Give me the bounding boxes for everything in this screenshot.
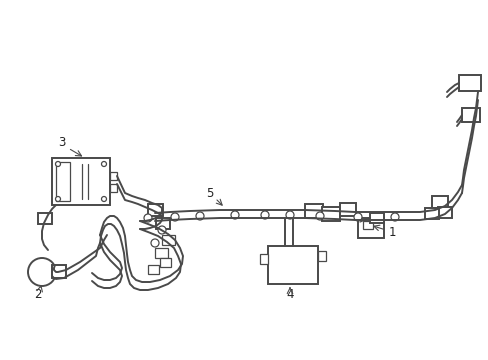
Circle shape xyxy=(285,211,293,219)
Bar xyxy=(52,158,110,205)
Circle shape xyxy=(230,211,239,219)
Circle shape xyxy=(353,213,361,221)
Bar xyxy=(369,213,383,223)
Bar xyxy=(362,221,372,229)
Bar xyxy=(357,218,383,238)
Bar xyxy=(339,203,355,216)
Text: 2: 2 xyxy=(34,288,41,302)
Circle shape xyxy=(28,258,56,286)
Circle shape xyxy=(390,213,398,221)
Bar xyxy=(160,258,171,267)
Bar xyxy=(431,196,447,208)
Circle shape xyxy=(55,162,61,166)
Bar xyxy=(305,204,323,218)
Circle shape xyxy=(171,213,179,221)
Bar xyxy=(458,75,480,91)
Circle shape xyxy=(102,162,106,166)
Bar xyxy=(461,108,479,122)
Circle shape xyxy=(55,197,61,202)
Bar xyxy=(267,246,317,284)
Circle shape xyxy=(102,197,106,202)
Bar xyxy=(110,184,117,192)
Bar xyxy=(155,248,168,258)
Bar xyxy=(148,265,159,274)
Bar xyxy=(38,213,52,224)
Circle shape xyxy=(151,239,159,247)
Bar xyxy=(110,172,117,180)
Circle shape xyxy=(315,212,324,220)
Bar xyxy=(56,162,70,201)
Text: 4: 4 xyxy=(285,288,293,302)
Bar xyxy=(162,235,175,245)
Bar xyxy=(52,265,66,278)
Text: 5: 5 xyxy=(206,186,213,199)
Circle shape xyxy=(261,211,268,219)
Circle shape xyxy=(158,226,165,234)
Bar xyxy=(260,254,267,264)
Bar xyxy=(437,207,451,218)
Circle shape xyxy=(143,214,152,222)
Bar xyxy=(317,251,325,261)
Bar xyxy=(156,218,170,229)
Bar xyxy=(424,208,438,219)
Text: 3: 3 xyxy=(58,135,65,149)
Circle shape xyxy=(196,212,203,220)
Bar xyxy=(148,204,163,216)
Bar xyxy=(321,207,339,221)
Text: 1: 1 xyxy=(387,225,395,239)
